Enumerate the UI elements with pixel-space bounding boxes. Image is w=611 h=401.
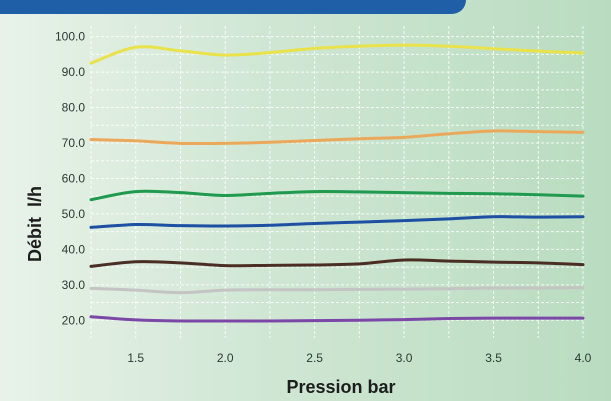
x-axis-label: Pression bar: [286, 377, 395, 397]
y-tick-label: 30.0: [62, 278, 86, 292]
series-line-1: [89, 43, 585, 65]
y-tick-labels: 20.0 30.0 40.0 50.0 60.0 70.0 80.0 90.0 100.0: [55, 30, 85, 328]
x-tick-label: 3.5: [485, 351, 502, 365]
series-line-4: [89, 215, 585, 229]
series-line-2: [89, 129, 585, 146]
x-tick-label: 1.5: [127, 351, 144, 365]
y-tick-label: 70.0: [62, 136, 86, 150]
x-tick-label: 2.0: [217, 351, 234, 365]
y-tick-label: 60.0: [62, 171, 86, 185]
y-tick-label: 50.0: [62, 207, 86, 221]
y-tick-label: 90.0: [62, 65, 86, 79]
y-tick-label: 100.0: [55, 30, 85, 44]
header-banner: [0, 0, 466, 14]
x-tick-label: 4.0: [575, 351, 592, 365]
grid: [90, 26, 584, 338]
y-tick-label: 80.0: [62, 101, 86, 115]
y-axis-label: Débit l/h: [25, 186, 45, 262]
series-line-3: [89, 189, 585, 202]
series-layer: [89, 43, 585, 323]
series-line-7: [89, 315, 585, 323]
y-tick-label: 20.0: [62, 313, 86, 327]
y-tick-label: 40.0: [62, 242, 86, 256]
series-line-6: [89, 286, 585, 295]
series-line-5: [89, 258, 585, 268]
x-tick-label: 2.5: [306, 351, 323, 365]
x-tick-labels: 1.5 2.0 2.5 3.0 3.5 4.0: [127, 351, 591, 365]
x-tick-label: 3.0: [396, 351, 413, 365]
